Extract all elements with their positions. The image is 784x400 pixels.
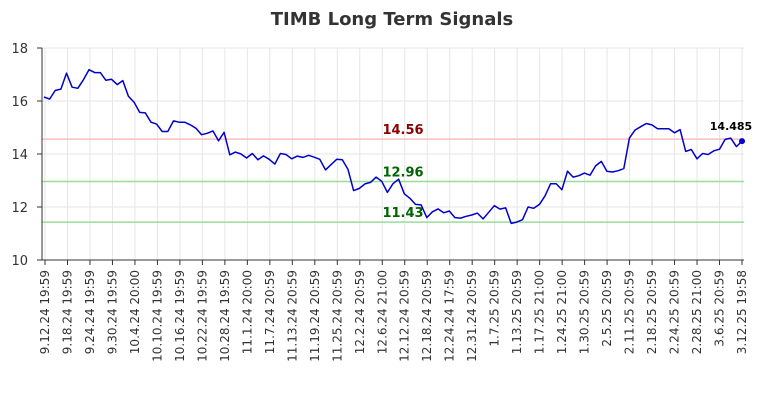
x-tick-label: 11.7.24 20:59 xyxy=(263,270,277,354)
x-tick-label: 3.6.25 20:59 xyxy=(713,270,727,347)
y-tick-label: 10 xyxy=(11,254,28,269)
x-tick-label: 11.1.24 20:00 xyxy=(240,270,254,354)
x-tick-label: 10.28.24 19:59 xyxy=(218,270,232,362)
signal-levels: 14.56 12.96 11.43 xyxy=(42,123,744,223)
x-tick-label: 10.4.24 20:00 xyxy=(128,270,142,354)
x-tick-label: 9.12.24 19:59 xyxy=(38,270,52,354)
x-tick-label: 9.18.24 19:59 xyxy=(60,270,74,354)
y-tick-label: 16 xyxy=(11,95,28,110)
x-tick-label: 1.13.25 20:59 xyxy=(510,270,524,354)
x-tick-label: 9.30.24 19:59 xyxy=(105,270,119,354)
x-tick-label: 1.24.25 21:00 xyxy=(555,270,569,354)
y-tick-label: 14 xyxy=(11,148,28,163)
last-point xyxy=(739,138,745,145)
level-label: 14.56 xyxy=(382,123,423,138)
series-layer xyxy=(43,68,745,225)
annotations: 14.485 xyxy=(710,120,752,133)
series-line xyxy=(43,68,743,225)
x-tick-label: 2.11.25 20:59 xyxy=(623,270,637,354)
x-tick-label: 1.17.25 21:00 xyxy=(533,270,547,354)
chart-title: TIMB Long Term Signals xyxy=(271,9,514,30)
x-tick-label: 2.18.25 20:59 xyxy=(645,270,659,354)
x-axis-ticks: 9.12.24 19:59 9.18.24 19:59 9.24.24 19:59 9… xyxy=(38,260,749,362)
last-value-label: 14.485 xyxy=(710,120,752,133)
x-tick-label: 12.18.24 20:59 xyxy=(420,270,434,362)
x-tick-label: 10.22.24 19:59 xyxy=(195,270,209,362)
x-tick-label: 12.6.24 21:00 xyxy=(375,270,389,354)
x-tick-label: 1.7.25 20:59 xyxy=(488,270,502,347)
x-tick-label: 11.13.24 20:59 xyxy=(285,270,299,362)
x-tick-label: 10.10.24 19:59 xyxy=(150,270,164,362)
y-tick-label: 18 xyxy=(11,42,28,57)
x-tick-label: 1.30.25 20:59 xyxy=(578,270,592,354)
level-label: 11.43 xyxy=(382,206,423,221)
x-tick-label: 12.24.24 17:59 xyxy=(443,270,457,362)
x-tick-label: 12.12.24 20:59 xyxy=(398,270,412,362)
x-tick-label: 12.2.24 20:59 xyxy=(353,270,367,354)
x-tick-label: 12.31.24 20:59 xyxy=(465,270,479,362)
x-tick-label: 9.24.24 19:59 xyxy=(83,270,97,354)
x-tick-label: 11.19.24 20:59 xyxy=(308,270,322,362)
x-tick-label: 11.25.24 20:59 xyxy=(330,270,344,362)
x-tick-label: 2.24.25 20:59 xyxy=(668,270,682,354)
x-tick-label: 2.28.25 21:00 xyxy=(690,270,704,354)
grid-lines xyxy=(42,47,744,261)
y-axis-ticks: 10 12 14 16 18 xyxy=(11,42,42,269)
x-tick-label: 2.5.25 20:59 xyxy=(600,270,614,347)
level-label: 12.96 xyxy=(382,166,423,181)
x-tick-label: 3.12.25 19:58 xyxy=(735,270,749,354)
y-tick-label: 12 xyxy=(11,201,28,216)
x-tick-label: 10.16.24 19:59 xyxy=(173,270,187,362)
